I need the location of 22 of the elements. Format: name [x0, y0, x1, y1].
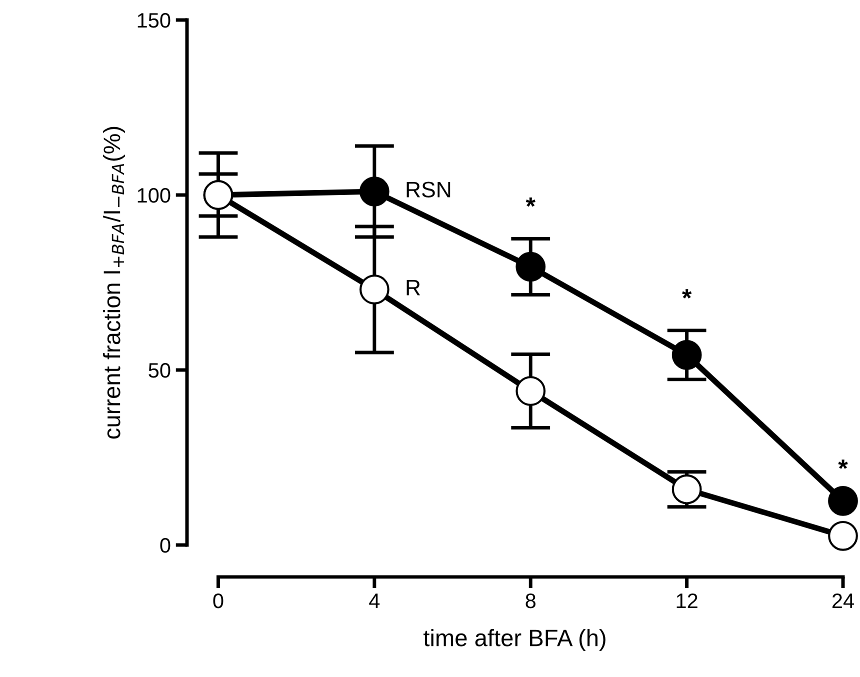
y-tick-label: 50	[148, 363, 170, 378]
annotation: *	[838, 460, 848, 469]
x-axis-title: time after BFA (h)	[424, 629, 606, 652]
point	[516, 252, 546, 282]
annotation: *	[526, 197, 536, 207]
y-tick-label: 0	[160, 538, 170, 553]
y-axis-title: current fraction I$_{+BFA}$/I$_{−BFA}$(%)	[102, 126, 125, 439]
series-label: RSN	[406, 182, 450, 198]
x-tick-label: 24	[832, 593, 854, 608]
point	[359, 274, 390, 304]
point	[516, 376, 546, 406]
x-tick-label: 8	[526, 593, 536, 608]
series-label: R	[406, 280, 420, 296]
y-tick-label: 150	[138, 13, 170, 28]
point	[828, 486, 858, 516]
point	[672, 340, 702, 370]
x-tick-label: 4	[369, 594, 380, 608]
point	[359, 176, 390, 206]
x-tick-label: 0	[213, 593, 224, 608]
x-tick-label: 12	[676, 593, 698, 608]
y-tick-label: 100	[138, 188, 170, 203]
annotation: *	[682, 289, 692, 298]
